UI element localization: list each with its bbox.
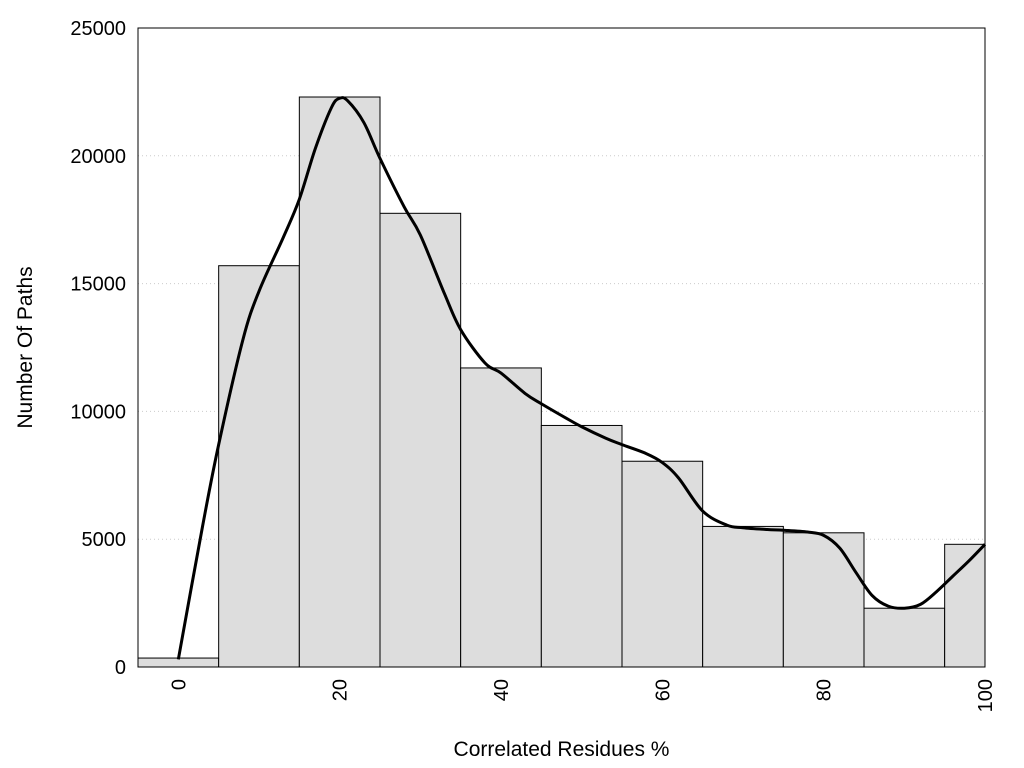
histogram-bar	[702, 525, 784, 668]
histogram-bar	[540, 424, 623, 668]
y-tick-label: 10000	[70, 401, 126, 423]
histogram-bar	[944, 543, 986, 668]
plot-frame	[137, 27, 986, 668]
density-curve	[176, 96, 987, 660]
x-tick-label: 0	[168, 679, 190, 690]
x-tick-label: 100	[975, 679, 997, 712]
x-tick-label: 20	[330, 679, 352, 701]
histogram-bar	[782, 532, 865, 668]
histogram-bar	[621, 460, 704, 668]
density-curve-layer	[176, 96, 987, 660]
x-axis-ticks: 0 20 40 60 80 100	[168, 679, 997, 712]
y-axis-ticks: 0 5000 10000 15000 20000 25000	[70, 18, 126, 679]
y-tick-label: 15000	[70, 274, 126, 296]
histogram-bar	[137, 657, 220, 668]
y-axis-title: Number Of Paths	[14, 266, 37, 428]
histogram-bar	[218, 265, 300, 668]
y-tick-label: 20000	[70, 146, 126, 168]
histogram-bar	[379, 212, 462, 668]
histogram-bar	[460, 367, 542, 668]
histogram-bar	[863, 607, 946, 668]
y-tick-label: 0	[115, 657, 126, 679]
x-tick-label: 40	[491, 679, 513, 701]
x-tick-label: 80	[814, 679, 836, 701]
y-tick-label: 25000	[70, 18, 126, 40]
x-axis-title: Correlated Residues %	[454, 738, 670, 761]
x-tick-label: 60	[652, 679, 674, 701]
histogram-bar	[298, 96, 381, 668]
y-tick-label: 5000	[82, 529, 127, 551]
histogram-bars	[137, 96, 986, 668]
